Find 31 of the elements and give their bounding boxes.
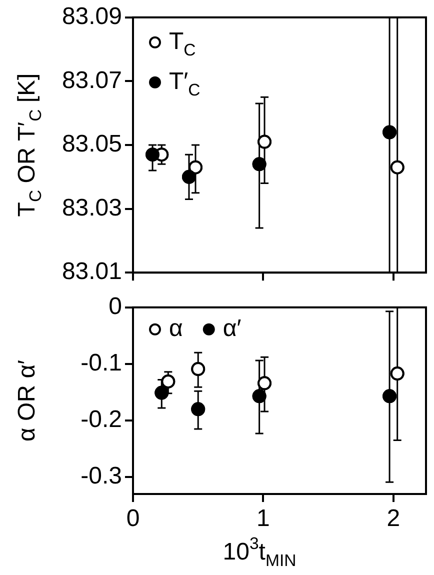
point: [382, 389, 397, 404]
point: [258, 134, 272, 149]
x-tick-label: 1: [256, 505, 270, 532]
point: [252, 389, 266, 404]
point: [252, 157, 266, 172]
point: [191, 402, 206, 416]
y-tick-label: 83.07: [62, 66, 122, 94]
y-tick-label: 83.03: [62, 194, 122, 222]
point: [258, 376, 272, 390]
y-tick-label: -0.1: [80, 350, 122, 377]
y-tick-label: 83.09: [62, 3, 122, 30]
legend-label: α′: [222, 315, 242, 342]
point: [182, 170, 196, 184]
point: [154, 386, 169, 400]
point: [390, 160, 404, 174]
point: [191, 362, 206, 376]
point: [161, 374, 176, 388]
x-tick-label: 2: [386, 505, 400, 532]
y-axis-title: α OR α′: [14, 359, 41, 442]
point: [382, 125, 397, 140]
x-tick-label: 0: [126, 505, 140, 532]
point: [146, 148, 160, 162]
y-axis-title: TC OR T′C [K]: [14, 73, 46, 217]
y-tick-label: -0.2: [80, 406, 122, 434]
y-tick-label: 0: [108, 293, 122, 320]
point: [188, 160, 203, 174]
y-tick-label: 83.05: [62, 130, 122, 158]
y-tick-label: 83.01: [62, 258, 122, 286]
y-tick-label: -0.3: [80, 462, 122, 490]
point: [390, 366, 404, 381]
legend-label: α: [169, 315, 183, 342]
